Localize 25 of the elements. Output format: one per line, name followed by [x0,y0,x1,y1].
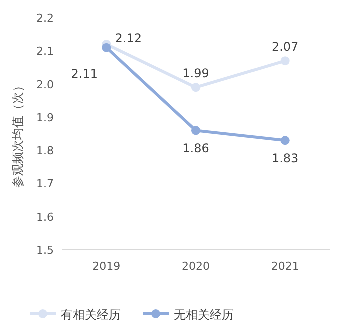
x-tick-label: 2021 [271,260,300,273]
point [192,83,200,92]
y-tick-label: 2.2 [36,12,54,25]
point [102,43,112,52]
data-label: 1.83 [272,152,299,166]
y-tick-label: 1.8 [36,144,54,158]
x-tick-label: 2020 [182,260,210,273]
y-tick-label: 1.6 [36,210,54,224]
y-tick-label: 2.1 [36,45,54,58]
y-tick-label: 1.9 [36,111,54,124]
y-tick-label: 1.5 [36,244,54,257]
x-tick-label: 2019 [92,260,121,273]
data-label: 1.99 [182,66,210,81]
point [280,56,290,66]
data-label: 2.12 [115,32,142,46]
y-axis-title: 参观频次均值（次） [11,80,25,188]
point [280,136,290,146]
data-label: 2.07 [272,40,299,54]
point [192,126,200,136]
y-tick-label: 2.0 [36,78,54,92]
legend-label: 无相关经历 [174,308,234,322]
data-label: 2.11 [71,66,98,81]
data-label: 1.86 [182,142,210,156]
y-tick-label: 1.7 [36,178,54,191]
legend-label: 有相关经历 [61,308,121,322]
